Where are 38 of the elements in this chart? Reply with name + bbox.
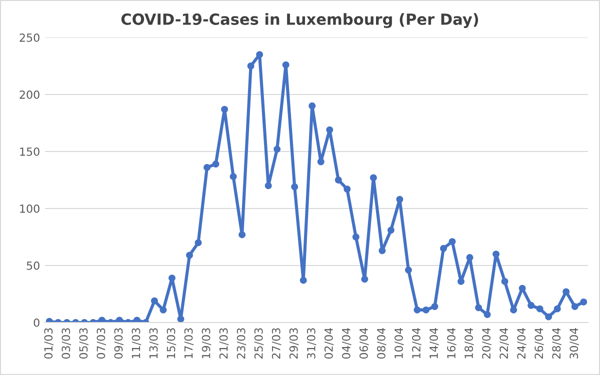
x-tick-label: 24/04 [517,328,526,359]
x-tick-label: 31/03 [306,328,316,359]
x-tick-label: 13/03 [149,328,159,358]
x-tick-label: 16/04 [447,328,456,358]
x-tick-label: 03/03 [62,328,71,359]
x-tick-label: 14/04 [430,328,439,358]
x-tick-label: 15/03 [166,328,176,358]
x-tick-label: 02/04 [324,328,334,359]
x-tick-label: 21/03 [219,328,229,359]
y-tick-label: 200 [20,90,40,99]
x-tick-label: 30/04 [570,328,579,359]
x-tick-label: 11/03 [132,328,142,358]
x-tick-label: 04/04 [342,328,352,359]
x-tick-label: 08/04 [377,328,386,359]
x-tick-label: 12/04 [412,328,422,358]
x-tick-label: 20/04 [482,328,492,359]
y-tick-label: 250 [20,33,40,42]
x-tick-label: 22/04 [500,328,509,359]
x-tick-label: 23/03 [236,328,246,359]
x-tick-label: 01/03 [44,328,54,359]
x-tick-label: 17/03 [184,328,194,358]
y-tick-label: 0 [34,318,40,327]
y-tick-label: 100 [20,204,40,213]
x-tick-label: 10/04 [394,328,404,358]
x-tick-label: 18/04 [464,328,474,358]
x-tick-label: 29/03 [289,328,299,359]
x-tick-label: 19/03 [202,328,212,358]
x-tick-label: 26/04 [534,328,544,359]
x-tick-label: 25/03 [254,328,264,359]
x-tick-label: 27/03 [272,328,282,359]
x-tick-label: 06/04 [359,328,369,359]
y-tick-label: 150 [20,147,40,156]
x-tick-label: 28/04 [552,328,562,359]
x-tick-label: 07/03 [96,328,106,359]
x-tick-label: 05/03 [79,328,89,359]
chart-title: COVID-19-Cases in Luxembourg (Per Day) [121,13,478,28]
x-tick-label: 09/03 [114,328,124,359]
y-tick-label: 50 [26,261,40,270]
